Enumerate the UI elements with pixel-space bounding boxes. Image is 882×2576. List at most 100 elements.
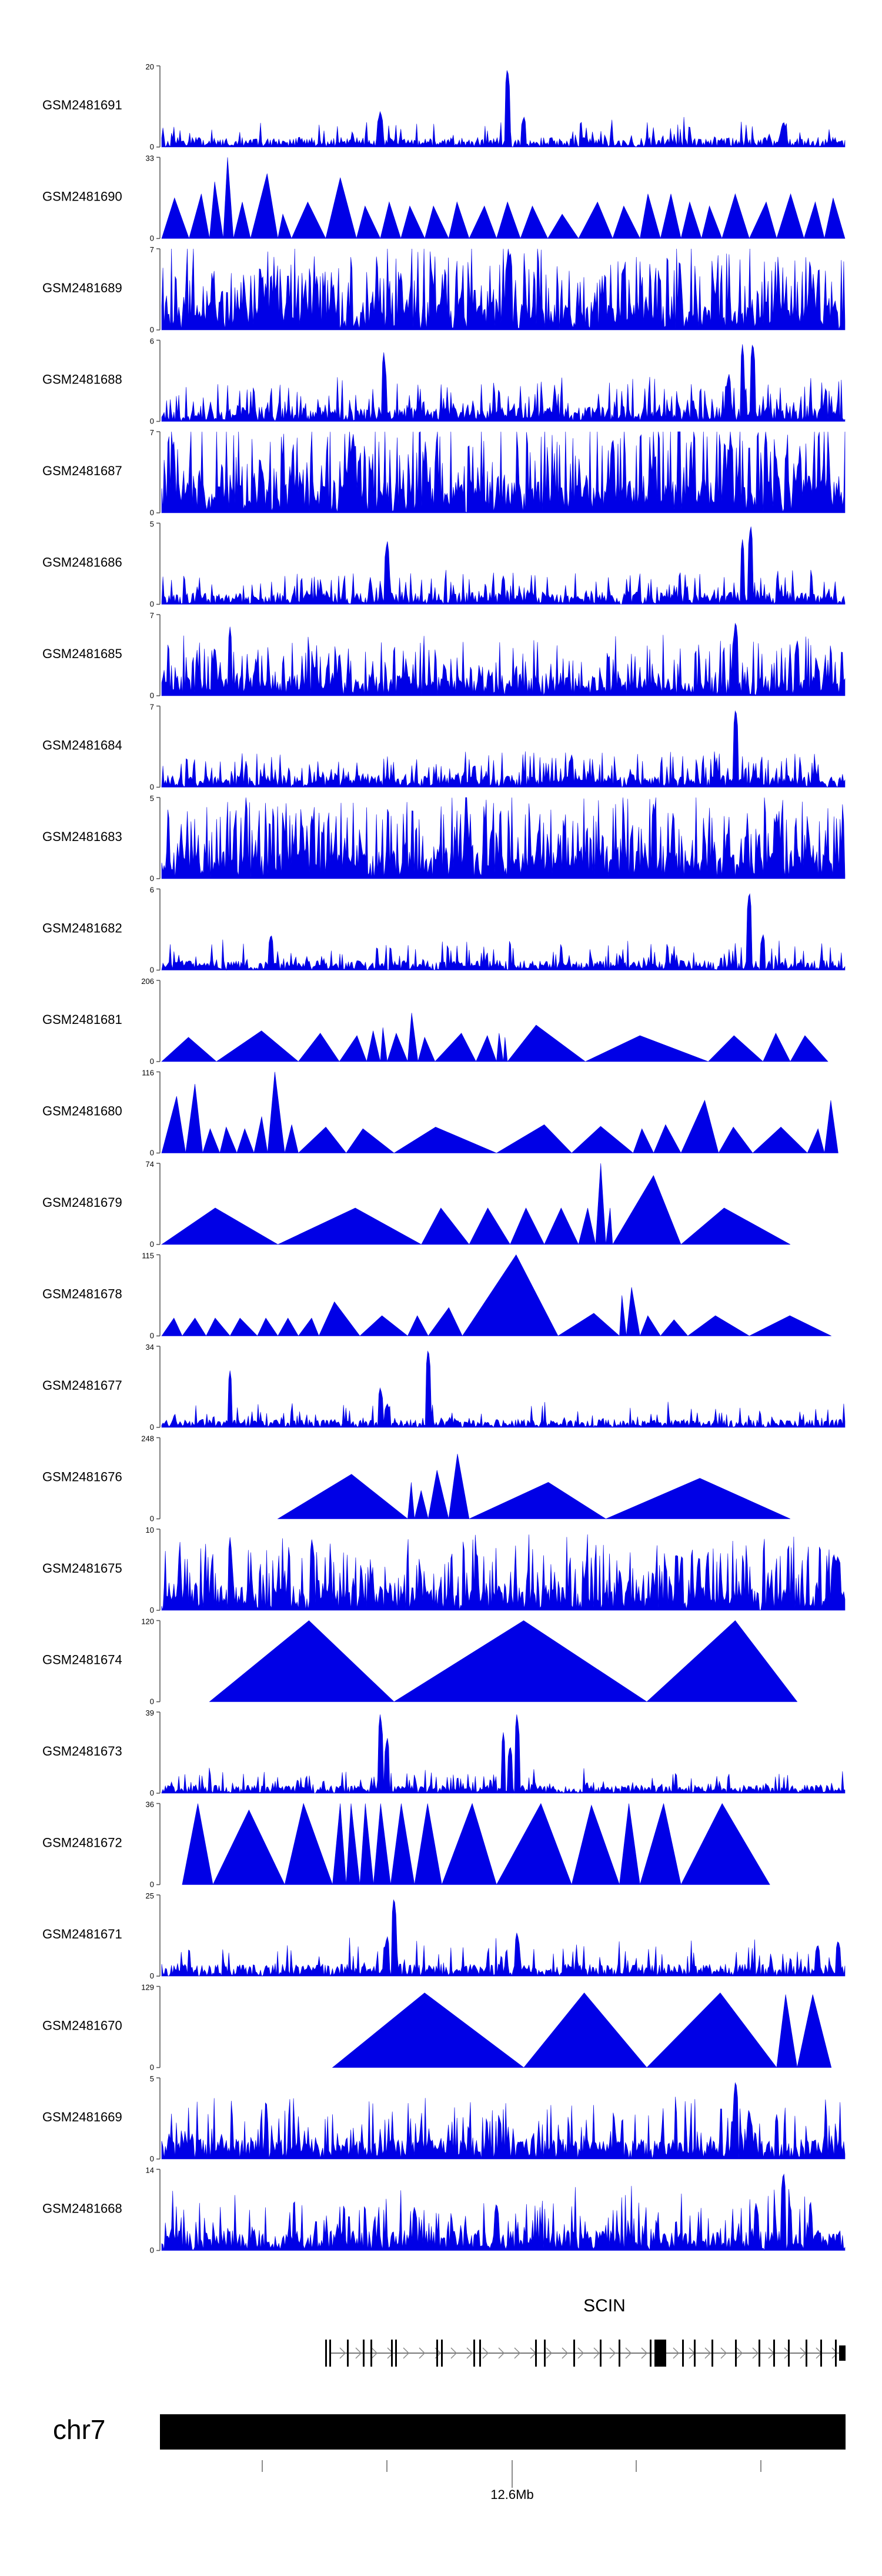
track-label: GSM2481671 (42, 1927, 122, 1941)
track-label: GSM2481690 (42, 189, 122, 204)
y-max-label: 14 (146, 2166, 154, 2175)
y-max-label: 5 (150, 2074, 154, 2083)
y-min-label: 0 (150, 1880, 154, 1889)
track-GSM2481691: GSM2481691 20 0 (42, 62, 846, 151)
signal-area (332, 1993, 832, 2068)
y-max-label: 25 (146, 1891, 154, 1900)
track-GSM2481690: GSM2481690 33 0 (42, 154, 846, 243)
chromosome-bar (160, 2414, 846, 2450)
y-min-label: 0 (150, 1971, 154, 1980)
y-min-label: 0 (150, 1057, 154, 1066)
y-max-label: 6 (150, 886, 154, 895)
strand-arrow (736, 2347, 743, 2359)
y-min-label: 0 (150, 783, 154, 792)
signal-area (161, 797, 846, 879)
y-min-label: 0 (150, 2154, 154, 2163)
track-label: GSM2481683 (42, 829, 122, 844)
strand-arrow (831, 2347, 838, 2359)
signal-area (161, 1072, 838, 1153)
y-min-label: 0 (150, 142, 154, 151)
y-min-label: 0 (150, 966, 154, 975)
y-max-label: 129 (141, 1983, 154, 1992)
y-max-label: 5 (150, 520, 154, 529)
y-max-label: 120 (141, 1617, 154, 1626)
strand-arrow (546, 2347, 553, 2359)
strand-arrow (339, 2347, 346, 2359)
y-min-label: 0 (150, 1606, 154, 1614)
y-min-label: 0 (150, 600, 154, 609)
y-max-label: 7 (150, 428, 154, 437)
track-label: GSM2481688 (42, 372, 122, 387)
signal-area (161, 893, 846, 971)
exon (600, 2340, 602, 2367)
y-min-label: 0 (150, 508, 154, 517)
exon (436, 2340, 438, 2367)
track-label: GSM2481691 (42, 98, 122, 112)
exon (370, 2340, 372, 2367)
track-GSM2481686: GSM2481686 5 0 (42, 520, 846, 609)
y-min-label: 0 (150, 1423, 154, 1432)
signal-area (161, 157, 846, 239)
signal-area (161, 344, 846, 422)
strand-arrow (482, 2347, 489, 2359)
strand-arrow (704, 2347, 711, 2359)
strand-arrow (355, 2347, 362, 2359)
y-min-label: 0 (150, 325, 154, 334)
track-GSM2481688: GSM2481688 6 0 (42, 337, 846, 426)
y-min-label: 0 (150, 1514, 154, 1523)
track-GSM2481671: GSM2481671 25 0 (42, 1891, 846, 1980)
strand-arrow (641, 2347, 648, 2359)
track-label: GSM2481685 (42, 646, 122, 661)
track-label: GSM2481675 (42, 1561, 122, 1576)
track-label: GSM2481670 (42, 2018, 122, 2033)
exon (654, 2340, 660, 2367)
y-max-label: 115 (142, 1252, 154, 1260)
signal-area (161, 2082, 846, 2160)
exon (473, 2340, 475, 2367)
strand-arrow (403, 2347, 410, 2359)
signal-area (161, 710, 846, 788)
y-min-label: 0 (150, 691, 154, 700)
exon (806, 2340, 807, 2367)
y-max-label: 39 (146, 1709, 154, 1717)
y-min-label: 0 (150, 1697, 154, 1706)
signal-area (209, 1620, 798, 1702)
track-label: GSM2481672 (42, 1836, 122, 1850)
y-max-label: 33 (146, 154, 154, 163)
strand-arrow (562, 2347, 569, 2359)
strand-arrow (609, 2347, 616, 2359)
exon (735, 2340, 737, 2367)
signal-area (161, 1350, 846, 1428)
track-label: GSM2481678 (42, 1287, 122, 1302)
y-min-label: 0 (150, 1240, 154, 1249)
track-GSM2481676: GSM2481676 248 0 (42, 1434, 791, 1523)
track-label: GSM2481679 (42, 1195, 122, 1210)
exon (347, 2340, 349, 2367)
track-label: GSM2481669 (42, 2110, 122, 2124)
exon (363, 2340, 365, 2367)
signal-area (161, 526, 846, 605)
signal-area (182, 1803, 770, 1885)
y-min-label: 0 (150, 1788, 154, 1797)
track-GSM2481682: GSM2481682 6 0 (42, 886, 846, 975)
exon (479, 2340, 481, 2367)
track-label: GSM2481684 (42, 738, 122, 753)
exon (682, 2340, 684, 2367)
exon (788, 2340, 790, 2367)
track-label: GSM2481680 (42, 1104, 122, 1119)
exon (759, 2340, 760, 2367)
signal-area (161, 1899, 846, 1977)
signal-area (161, 1163, 791, 1245)
y-max-label: 6 (150, 337, 154, 346)
y-max-label: 248 (141, 1434, 154, 1443)
axis-ticks (262, 2460, 761, 2488)
y-max-label: 7 (150, 703, 154, 712)
y-min-label: 0 (150, 2063, 154, 2072)
track-label: GSM2481681 (42, 1012, 122, 1027)
exon (773, 2340, 775, 2367)
exon (660, 2340, 666, 2367)
y-max-label: 74 (146, 1160, 154, 1169)
strand-arrow (625, 2347, 632, 2359)
strand-arrow (752, 2347, 759, 2359)
signal-area (161, 622, 846, 696)
